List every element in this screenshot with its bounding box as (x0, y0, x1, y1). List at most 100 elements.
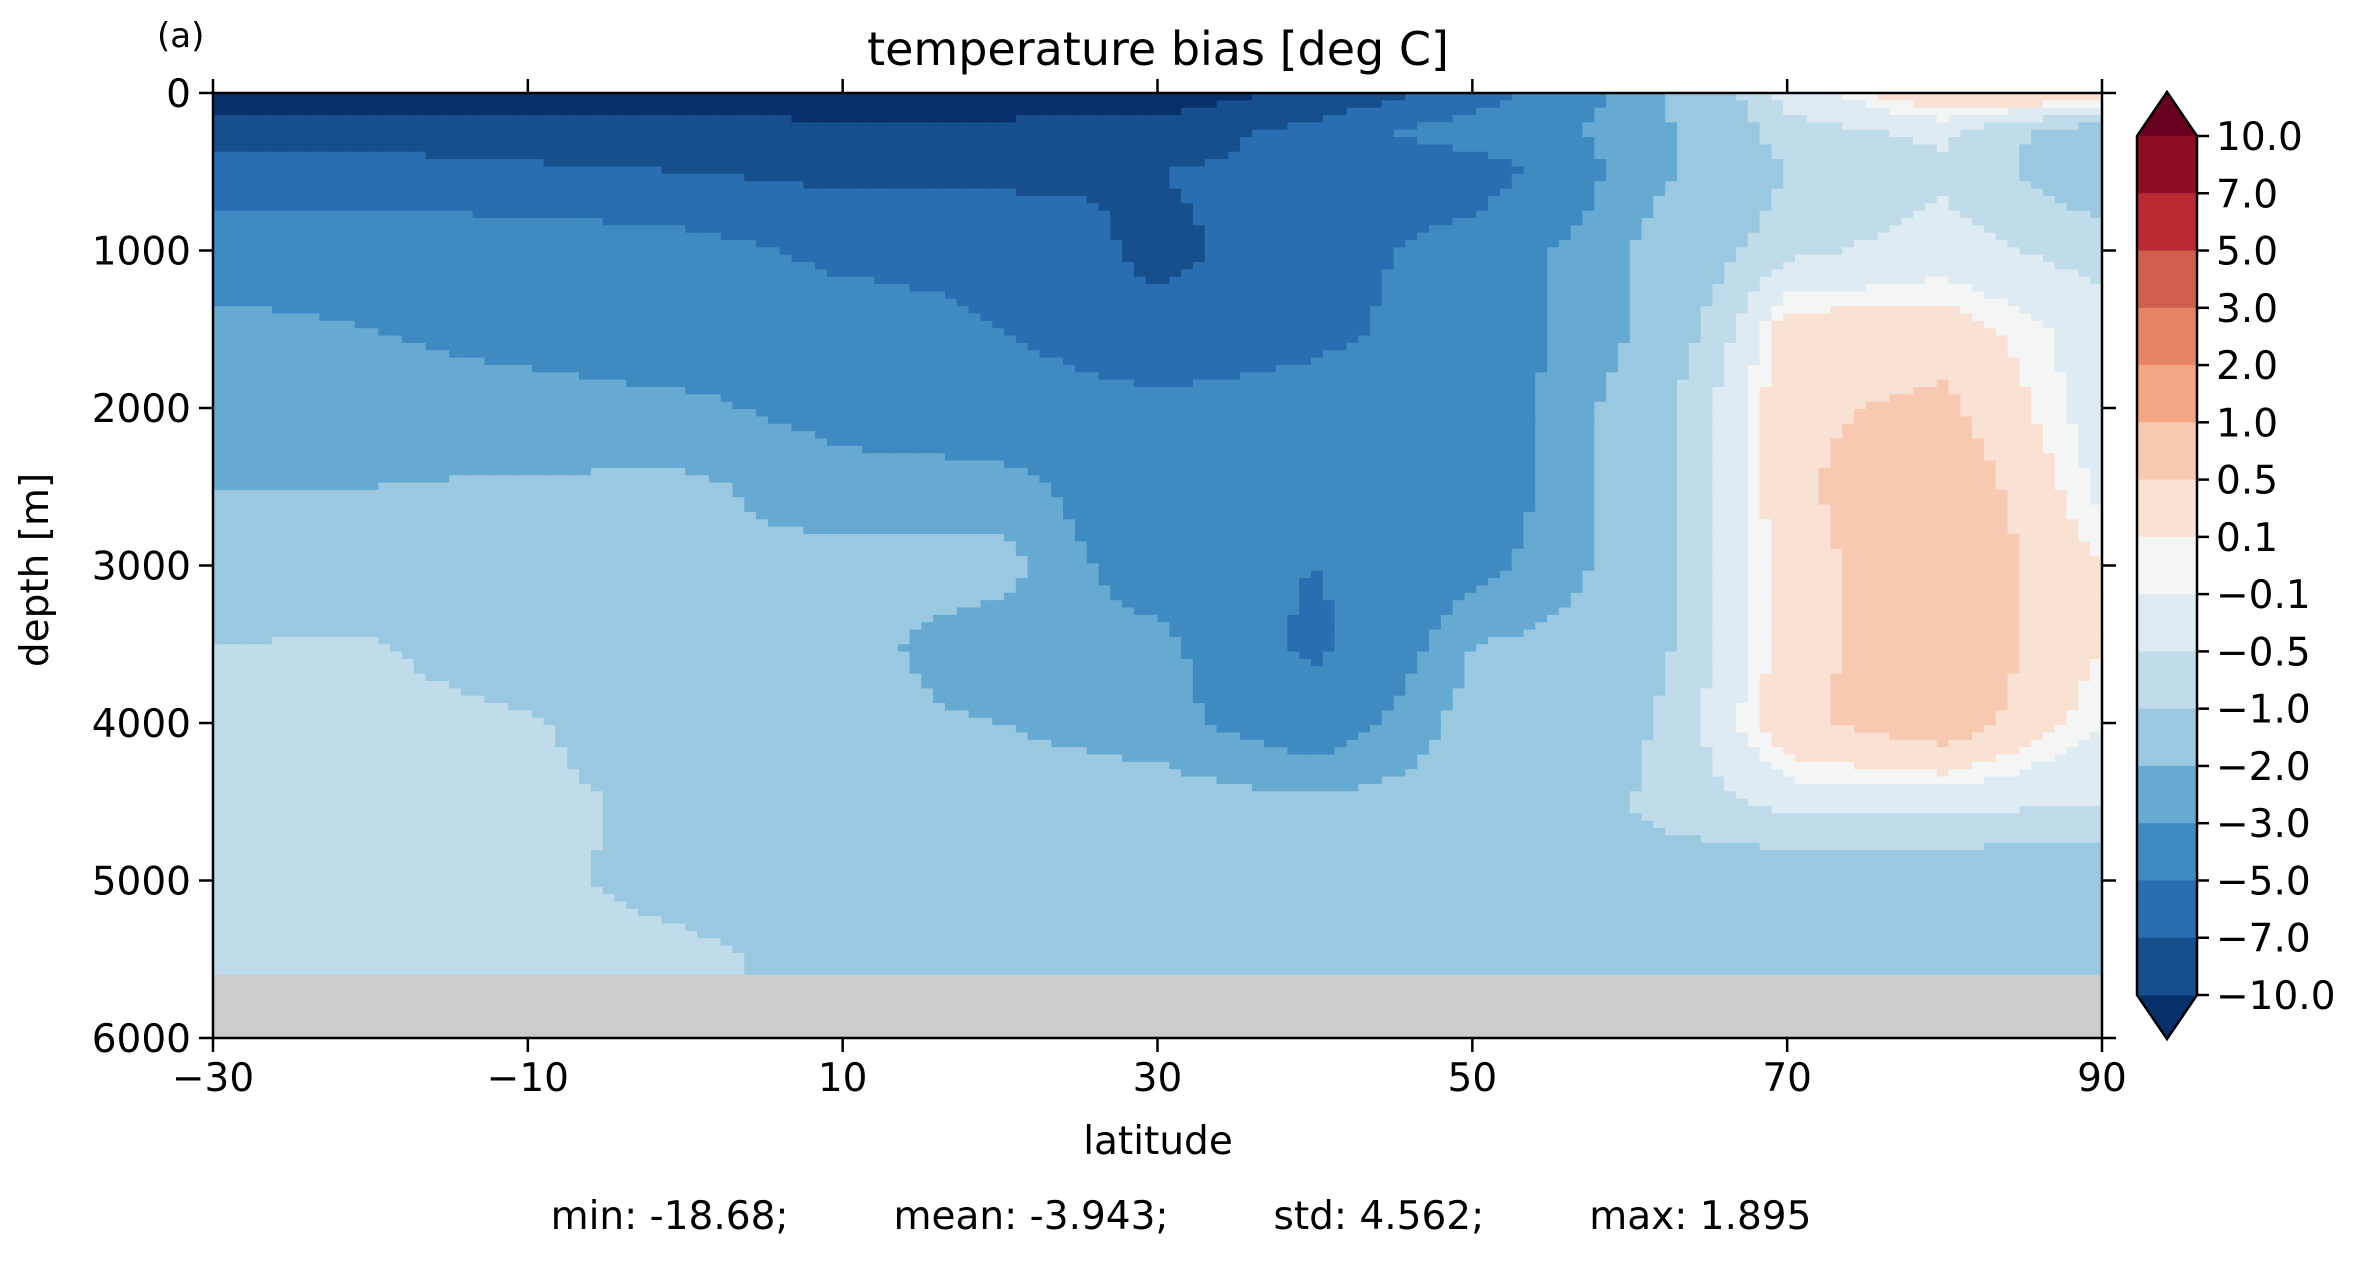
contour-cell (578, 313, 592, 322)
contour-cell (1653, 247, 1666, 256)
contour-cell (1192, 115, 1206, 123)
contour-cell (1629, 159, 1643, 168)
contour-cell (708, 93, 722, 101)
contour-cell (1582, 254, 1595, 263)
contour-cell (366, 137, 379, 146)
contour-cell (1039, 129, 1052, 138)
contour-cell (1429, 269, 1442, 278)
contour-cell (1405, 144, 1418, 153)
contour-cell (213, 269, 226, 278)
contour-cell (519, 232, 533, 241)
contour-cell (933, 254, 946, 263)
contour-cell (1251, 247, 1265, 256)
contour-cell (744, 144, 757, 153)
contour-cell (1889, 129, 1902, 138)
contour-cell (543, 313, 556, 322)
contour-cell (472, 195, 486, 204)
contour-cell (1995, 173, 2009, 182)
contour-cell (1287, 100, 1300, 109)
contour-cell (1570, 203, 1584, 212)
contour-cell (862, 107, 875, 116)
contour-cell (1346, 225, 1359, 234)
contour-cell (980, 159, 993, 168)
contour-cell (1983, 100, 1997, 109)
contour-cell (1535, 159, 1548, 168)
contour-cell (1346, 291, 1359, 300)
contour-cell (1700, 203, 1713, 212)
contour-cell (602, 173, 616, 182)
contour-cell (980, 137, 993, 146)
contour-cell (2007, 240, 2020, 248)
contour-cell (1440, 225, 1454, 234)
contour-cell (590, 313, 604, 322)
contour-cell (1228, 291, 1241, 300)
contour-cell (1913, 210, 1926, 219)
contour-cell (354, 93, 368, 101)
contour-cell (862, 269, 875, 278)
contour-cell (390, 276, 403, 285)
contour-cell (1747, 100, 1761, 109)
contour-cell (590, 291, 604, 300)
contour-cell (1181, 313, 1194, 322)
contour-cell (1617, 93, 1631, 101)
contour-cell (590, 298, 604, 307)
contour-cell (1417, 284, 1430, 293)
contour-cell (2019, 93, 2032, 101)
contour-cell (496, 225, 509, 234)
contour-cell (673, 269, 686, 278)
contour-cell (1275, 269, 1288, 278)
contour-cell (838, 225, 852, 234)
contour-cell (956, 217, 970, 226)
contour-cell (1015, 247, 1029, 256)
contour-cell (661, 217, 675, 226)
contour-cell (1299, 107, 1312, 116)
contour-cell (1688, 313, 1702, 322)
contour-cell (1606, 306, 1619, 315)
contour-cell (1417, 232, 1430, 241)
contour-cell (472, 320, 486, 329)
contour-cell (1747, 276, 1761, 285)
contour-cell (2042, 203, 2056, 212)
contour-cell (366, 225, 379, 234)
contour-cell (390, 313, 403, 322)
contour-cell (1594, 129, 1607, 138)
contour-cell (1570, 313, 1584, 322)
contour-cell (968, 203, 982, 212)
contour-cell (272, 137, 285, 146)
contour-cell (826, 151, 840, 160)
contour-cell (673, 166, 686, 175)
contour-cell (307, 100, 320, 109)
contour-cell (1842, 203, 1855, 212)
contour-cell (838, 276, 852, 285)
contour-cell (874, 122, 887, 131)
contour-cell (1948, 269, 1961, 278)
contour-cell (779, 306, 793, 315)
contour-cell (1181, 298, 1194, 307)
contour-cell (1983, 195, 1997, 204)
contour-cell (1039, 232, 1052, 241)
contour-cell (921, 217, 934, 226)
contour-cell (1854, 306, 1867, 315)
contour-cell (1464, 93, 1477, 101)
contour-cell (519, 269, 533, 278)
contour-cell (224, 217, 238, 226)
contour-cell (732, 188, 745, 197)
contour-cell (248, 269, 261, 278)
contour-cell (992, 93, 1005, 101)
contour-cell (897, 262, 911, 270)
contour-cell (767, 195, 781, 204)
contour-cell (1606, 313, 1619, 322)
contour-cell (1747, 240, 1761, 248)
contour-cell (1157, 151, 1170, 160)
contour-cell (1381, 210, 1395, 219)
contour-cell (1381, 284, 1395, 293)
contour-cell (1263, 144, 1277, 153)
contour-cell (933, 203, 946, 212)
contour-cell (685, 210, 698, 219)
contour-cell (980, 247, 993, 256)
contour-cell (366, 269, 379, 278)
contour-cell (1924, 284, 1938, 293)
contour-cell (1558, 173, 1572, 182)
contour-cell (1429, 262, 1442, 270)
contour-cell (2031, 210, 2044, 219)
